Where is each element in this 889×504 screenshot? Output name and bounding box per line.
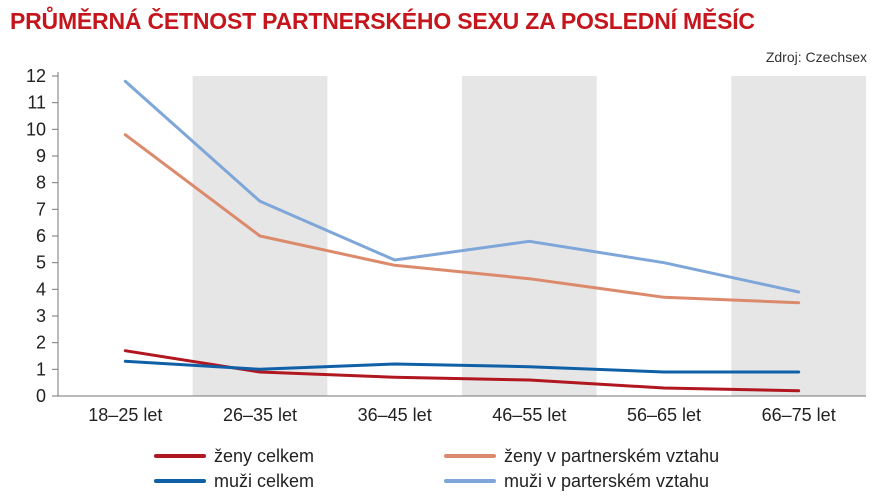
x-tick-label: 26–35 let — [223, 405, 297, 425]
series-lines — [123, 79, 801, 393]
series-line — [123, 133, 801, 305]
shaded-band — [462, 76, 597, 396]
y-tick-label: 11 — [27, 93, 46, 113]
x-tick-label: 46–55 let — [492, 405, 566, 425]
shaded-band — [731, 76, 866, 396]
x-tick-label: 66–75 let — [762, 405, 836, 425]
legend: ženy celkem muži celkem ženy v partnerském… — [154, 446, 719, 491]
x-tick-label: 36–45 let — [358, 405, 432, 425]
x-axis: 18–25 let 26–35 let 36–45 let 46–55 let 56–6… — [58, 395, 866, 425]
x-tick-label: 18–25 let — [88, 405, 162, 425]
shaded-bands — [192, 76, 866, 396]
series-line — [123, 359, 801, 374]
y-tick-label: 3 — [36, 306, 46, 326]
y-tick-label: 2 — [36, 333, 46, 353]
y-tick-label: 8 — [36, 173, 46, 193]
y-tick-label: 0 — [36, 386, 46, 406]
legend-label: ženy celkem — [214, 446, 314, 466]
legend-label: ženy v partnerském vztahu — [504, 446, 719, 466]
chart-title: PRŮMĚRNÁ ČETNOST PARTNERSKÉHO SEXU ZA PO… — [10, 8, 755, 34]
y-tick-label: 12 — [26, 66, 46, 86]
series-line — [123, 79, 801, 294]
y-tick-label: 10 — [26, 119, 46, 139]
y-tick-label: 7 — [36, 199, 46, 219]
x-tick-label: 56–65 let — [627, 405, 701, 425]
y-tick-label: 1 — [36, 359, 46, 379]
source-note: Zdroj: Czechsex — [765, 49, 867, 65]
y-tick-label: 4 — [36, 279, 46, 299]
legend-label: muži celkem — [214, 471, 314, 491]
legend-label: muži v parterském vztahu — [504, 471, 709, 491]
y-tick-label: 5 — [36, 253, 46, 273]
y-tick-label: 6 — [36, 226, 46, 246]
y-tick-label: 9 — [36, 146, 46, 166]
